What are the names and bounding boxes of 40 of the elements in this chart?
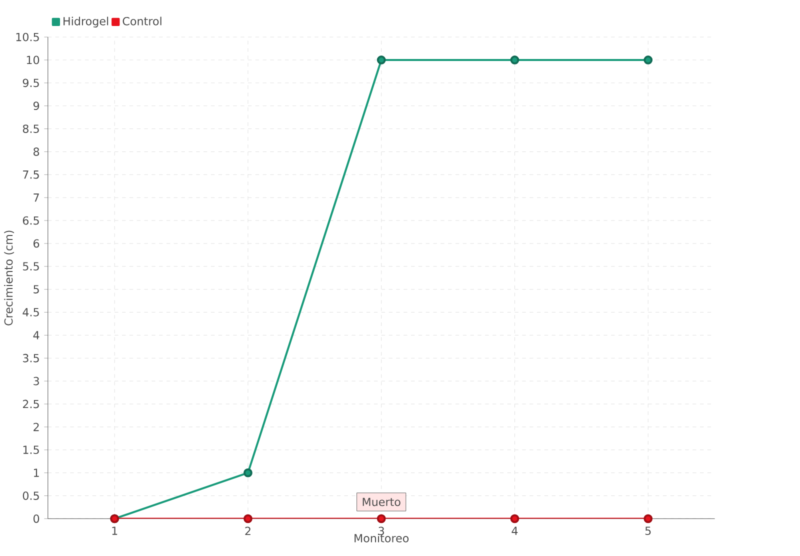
point [510,514,520,524]
y-tick-label: 1.5 [23,446,39,454]
y-axis-title: Crecimiento (cm) [4,230,14,326]
y-tick-label: 0.5 [22,492,39,500]
y-tick-label: 2 [34,422,39,432]
y-tick-label: 4 [33,331,40,340]
legend-label: Hidrogel [64,16,108,28]
y-tick-label: 7 [34,194,39,202]
point [376,514,386,524]
y-tick-label: 8 [34,148,40,156]
point [510,56,520,65]
x-tick-label: 5 [645,526,651,536]
x-tick-label: 3 [378,526,384,536]
legend-label: Control [122,16,162,26]
x-tick-label: 1 [112,526,118,535]
y-tick-label: 8.5 [22,124,39,134]
point [644,56,653,65]
y-tick-label: 0 [34,514,40,524]
point [244,514,252,524]
y-tick-label: 10 [26,56,40,64]
y-tick-label: 5.5 [23,262,39,271]
y-tick-label: 4.5 [22,308,39,317]
x-tick-label: 4 [512,526,518,535]
x-tick-label: 2 [245,526,250,536]
y-tick-label: 6 [34,239,40,248]
y-tick-label: 6.5 [22,216,39,225]
y-tick-label: 10.5 [16,32,39,42]
y-tick-label: 2.5 [22,400,39,408]
y-tick-label: 3 [34,376,39,386]
y-tick-label: 1 [34,468,39,477]
point [244,468,252,478]
y-tick-label: 9 [33,102,40,110]
point [644,514,653,524]
y-tick-label: 7.5 [23,170,39,179]
y-tick-label: 3.5 [23,354,39,362]
x-axis-title: Monitoreo [354,534,409,542]
y-tick-label: 9.5 [22,78,39,88]
point [376,56,386,65]
annotation: Muerto [362,498,400,506]
y-tick-label: 5 [34,285,39,294]
